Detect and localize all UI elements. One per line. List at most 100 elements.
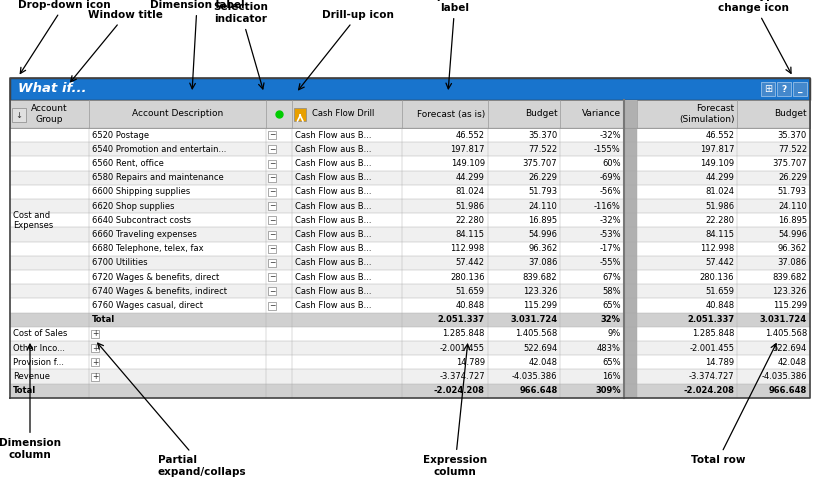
Bar (623, 384, 636, 398)
Bar (623, 142, 636, 156)
Text: 375.707: 375.707 (771, 159, 806, 168)
Text: −: − (269, 258, 275, 268)
Bar (10, 384, 809, 398)
Bar (623, 341, 636, 355)
Text: Cash Flow aus B...: Cash Flow aus B... (295, 301, 371, 310)
Text: Total: Total (92, 315, 115, 324)
Text: 6580 Repairs and maintenance: 6580 Repairs and maintenance (92, 173, 224, 182)
Text: 40.848: 40.848 (455, 301, 484, 310)
Text: −: − (269, 244, 275, 253)
Bar (10, 341, 809, 355)
Text: 51.659: 51.659 (704, 287, 734, 296)
Bar (268, 131, 276, 139)
Bar (294, 108, 305, 121)
Text: Cash Flow aus B...: Cash Flow aus B... (295, 244, 371, 253)
Text: 51.659: 51.659 (455, 287, 484, 296)
Text: Cash Flow aus B...: Cash Flow aus B... (295, 202, 371, 210)
Text: _: _ (797, 84, 801, 94)
Text: 6660 Traveling expenses: 6660 Traveling expenses (92, 230, 197, 239)
Bar (10, 355, 809, 370)
Text: 16.895: 16.895 (527, 216, 557, 225)
Text: -32%: -32% (599, 216, 620, 225)
Text: −: − (269, 159, 275, 168)
Text: −: − (269, 188, 275, 196)
Text: Cash Flow aus B...: Cash Flow aus B... (295, 216, 371, 225)
Text: Window title: Window title (70, 10, 163, 82)
Text: 81.024: 81.024 (704, 188, 734, 196)
Bar (10, 327, 809, 341)
Bar (10, 242, 809, 256)
Text: 57.442: 57.442 (704, 258, 734, 268)
Text: Cash Flow aus B...: Cash Flow aus B... (295, 188, 371, 196)
Bar (776, 82, 790, 96)
Text: 35.370: 35.370 (776, 130, 806, 140)
Bar (268, 244, 276, 252)
Text: Forecast (as is): Forecast (as is) (416, 110, 484, 118)
Text: 44.299: 44.299 (704, 173, 734, 182)
Text: 375.707: 375.707 (523, 159, 557, 168)
Text: +: + (92, 372, 98, 381)
Text: 115.299: 115.299 (772, 301, 806, 310)
Text: 81.024: 81.024 (455, 188, 484, 196)
Text: 67%: 67% (601, 272, 620, 281)
Text: Drill-up icon: Drill-up icon (298, 10, 393, 90)
Text: 6680 Telephone, telex, fax: 6680 Telephone, telex, fax (92, 244, 204, 253)
Text: 35.370: 35.370 (527, 130, 557, 140)
Bar (10, 100, 809, 128)
Text: Drop-down icon: Drop-down icon (18, 0, 111, 74)
Text: 112.998: 112.998 (699, 244, 734, 253)
Text: 309%: 309% (595, 386, 620, 395)
Text: 26.229: 26.229 (777, 173, 806, 182)
Text: 2.051.337: 2.051.337 (437, 315, 484, 324)
Bar (91, 330, 99, 338)
Text: 6600 Shipping supplies: 6600 Shipping supplies (92, 188, 190, 196)
Text: 51.986: 51.986 (455, 202, 484, 210)
Text: Cash Flow aus B...: Cash Flow aus B... (295, 145, 371, 154)
Text: What if...: What if... (18, 82, 86, 96)
Bar (268, 216, 276, 224)
Text: Cash Flow aus B...: Cash Flow aus B... (295, 258, 371, 268)
Text: Variance: Variance (581, 110, 620, 118)
Text: 149.109: 149.109 (699, 159, 734, 168)
Bar (10, 78, 809, 100)
Text: -3.374.727: -3.374.727 (688, 372, 734, 381)
Text: Cash Flow aus B...: Cash Flow aus B... (295, 130, 371, 140)
Text: 60%: 60% (601, 159, 620, 168)
Text: 37.086: 37.086 (776, 258, 806, 268)
Bar (268, 259, 276, 267)
Bar (623, 298, 636, 312)
Text: 197.817: 197.817 (450, 145, 484, 154)
Bar (623, 327, 636, 341)
Text: −: − (269, 173, 275, 182)
Bar (268, 160, 276, 168)
Bar (91, 358, 99, 366)
Text: Revenue: Revenue (13, 372, 50, 381)
Bar (623, 185, 636, 199)
Bar (268, 273, 276, 281)
Bar (10, 370, 809, 384)
Bar (268, 230, 276, 238)
Text: +: + (92, 358, 98, 367)
Text: 3.031.724: 3.031.724 (509, 315, 557, 324)
Text: 197.817: 197.817 (699, 145, 734, 154)
Bar (91, 372, 99, 380)
Text: -4.035.386: -4.035.386 (761, 372, 806, 381)
Text: −: − (269, 202, 275, 210)
Text: −: − (269, 230, 275, 239)
Text: 115.299: 115.299 (523, 301, 557, 310)
Bar (10, 199, 809, 213)
Bar (268, 174, 276, 182)
Bar (10, 213, 809, 228)
Bar (623, 199, 636, 213)
Text: +: + (92, 330, 98, 338)
Bar (10, 270, 809, 284)
Text: Total: Total (13, 386, 36, 395)
Text: 37.086: 37.086 (527, 258, 557, 268)
Text: 65%: 65% (601, 358, 620, 367)
Text: -32%: -32% (599, 130, 620, 140)
Text: Account
Group: Account Group (31, 104, 68, 124)
Text: 77.522: 77.522 (777, 145, 806, 154)
Bar (10, 312, 809, 327)
Text: Total row: Total row (690, 344, 776, 465)
Bar (623, 284, 636, 298)
